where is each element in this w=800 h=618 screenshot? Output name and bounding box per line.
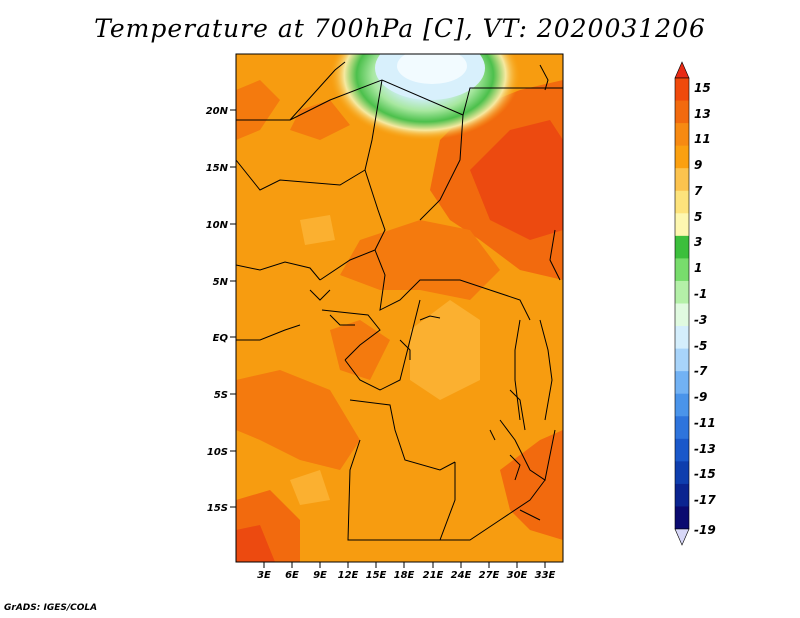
lon-label: 3E <box>257 570 271 581</box>
map-title: Temperature at 700hPa [C], VT: 202003120… <box>94 14 706 43</box>
lon-label: 24E <box>451 570 472 581</box>
colorbar-segment <box>675 168 689 192</box>
colorbar-segment <box>675 393 689 417</box>
lon-label: 6E <box>285 570 299 581</box>
lon-label: 15E <box>366 570 387 581</box>
country-borders <box>236 61 563 541</box>
colorbar-label: -17 <box>694 493 716 507</box>
colorbar-segment <box>675 326 689 350</box>
credit-text: GrADS: IGES/COLA <box>4 603 98 613</box>
colorbar-label: 15 <box>694 81 711 95</box>
colorbar-label: -5 <box>694 339 707 353</box>
colorbar-label: 5 <box>694 210 702 224</box>
lon-label: 33E <box>535 570 556 581</box>
lat-label: 10N <box>206 220 229 231</box>
colorbar-segment <box>675 483 689 507</box>
lat-label: EQ <box>213 333 229 344</box>
colorbar-segment <box>675 213 689 237</box>
lon-label: 9E <box>313 570 327 581</box>
colorbar-label: 9 <box>694 158 702 172</box>
colorbar-segment <box>675 145 689 169</box>
colorbar-label: -15 <box>694 467 716 481</box>
colorbar-segment <box>675 348 689 372</box>
colorbar-segment <box>675 371 689 395</box>
colorbar-top-arrow <box>674 61 690 79</box>
colorbar-segment <box>675 438 689 462</box>
colorbar-segment <box>675 258 689 282</box>
colorbar-label: -1 <box>694 287 707 301</box>
colorbar-segment <box>675 303 689 327</box>
lat-label: 5N <box>213 277 229 288</box>
colorbar-label: 7 <box>694 184 703 198</box>
lat-label: 15S <box>207 503 228 514</box>
colorbar-label: -7 <box>694 364 708 378</box>
lon-label: 18E <box>394 570 415 581</box>
lat-label: 15N <box>206 163 229 174</box>
colorbar: 15 13 11 9 7 5 3 1 -1 -3 -5 -7 -9 -11 -1… <box>674 61 716 546</box>
colorbar-segments <box>674 77 690 530</box>
colorbar-segment <box>675 100 689 124</box>
lon-label: 27E <box>479 570 500 581</box>
colorbar-segment <box>675 461 689 485</box>
colorbar-segment <box>675 78 689 102</box>
colorbar-label: -3 <box>694 313 707 327</box>
colorbar-label: 11 <box>694 132 711 146</box>
colorbar-bottom-arrow <box>674 528 690 546</box>
colorbar-segment <box>675 235 689 259</box>
colorbar-segment <box>675 123 689 147</box>
colorbar-segment <box>675 506 689 530</box>
colorbar-label: -13 <box>694 442 716 456</box>
colorbar-label: 13 <box>694 107 711 121</box>
temperature-field <box>236 54 563 562</box>
latitude-axis: 20N 15N 10N 5N EQ 5S 10S 15S <box>206 106 236 514</box>
map-frame <box>235 53 564 563</box>
lon-label: 30E <box>507 570 528 581</box>
lon-label: 21E <box>423 570 444 581</box>
lat-label: 10S <box>207 447 228 458</box>
colorbar-label: 3 <box>694 235 702 249</box>
lat-label: 20N <box>206 106 229 117</box>
colorbar-segment <box>675 416 689 440</box>
colorbar-label: -19 <box>694 523 716 537</box>
colorbar-label: -11 <box>694 416 716 430</box>
longitude-axis: 3E 6E 9E 12E 15E 18E 21E 24E 27E 30E 33E <box>257 562 556 581</box>
colorbar-label: 1 <box>694 261 702 275</box>
colorbar-segment <box>675 280 689 304</box>
lon-label: 12E <box>338 570 359 581</box>
colorbar-segment <box>675 190 689 214</box>
lat-label: 5S <box>214 390 228 401</box>
colorbar-label: -9 <box>694 390 707 404</box>
